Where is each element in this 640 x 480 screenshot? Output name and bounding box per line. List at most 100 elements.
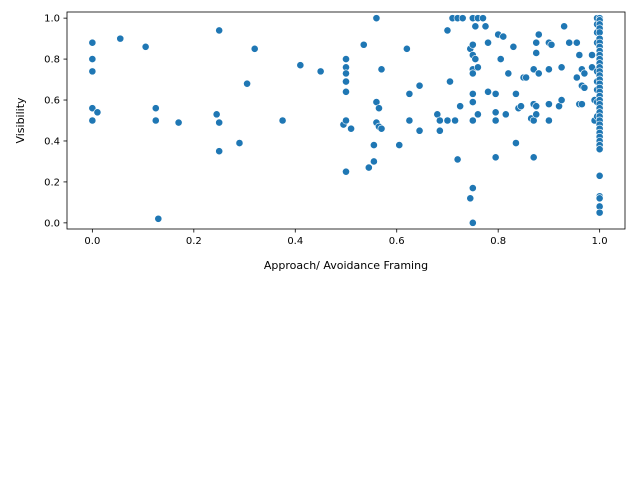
data-point: [443, 26, 452, 35]
data-point: [174, 118, 183, 127]
data-point: [534, 69, 543, 78]
data-point: [243, 79, 251, 88]
data-point: [377, 124, 386, 133]
data-point: [504, 69, 513, 78]
data-point: [235, 139, 244, 147]
data-point: [395, 141, 404, 149]
data-point: [557, 96, 566, 104]
data-point: [479, 14, 487, 23]
data-point: [575, 51, 584, 59]
data-point: [512, 89, 520, 98]
data-point: [532, 102, 541, 111]
data-point: [151, 116, 160, 125]
data-point: [491, 153, 500, 162]
data-point: [468, 218, 477, 227]
data-point: [572, 73, 581, 82]
data-point: [545, 65, 553, 74]
data-point: [369, 141, 378, 149]
data-point: [88, 67, 97, 76]
data-point: [446, 77, 454, 86]
x-axis-label: Approach/ Avoidance Framing: [264, 259, 428, 272]
data-point: [468, 89, 477, 98]
x-axis-ticks: 0.0 0.2 0.4 0.6 0.8 1.0: [84, 229, 608, 247]
data-point: [415, 81, 424, 90]
data-point: [532, 49, 541, 57]
data-point: [545, 116, 553, 125]
y-tick-label: 0.4: [44, 136, 60, 147]
x-tick-label: 0.0: [84, 236, 100, 247]
data-point: [456, 102, 465, 111]
data-point: [471, 55, 480, 63]
axes-frame: [66, 11, 626, 230]
data-point: [453, 155, 462, 164]
data-point: [342, 116, 350, 125]
data-point: [364, 163, 373, 172]
data-point: [473, 110, 482, 119]
y-tick-label: 0.8: [44, 55, 60, 66]
data-point: [532, 110, 541, 119]
data-point: [491, 108, 500, 117]
data-point: [466, 194, 475, 203]
x-tick-label: 1.0: [592, 236, 608, 247]
data-point: [595, 208, 604, 217]
y-tick-label: 0.0: [44, 218, 60, 229]
data-point: [484, 87, 492, 96]
data-point: [141, 42, 150, 51]
data-point: [347, 124, 355, 133]
data-point: [369, 157, 378, 166]
data-point: [212, 110, 221, 119]
data-point: [471, 22, 480, 31]
data-point: [473, 63, 482, 72]
data-point: [372, 14, 381, 23]
data-point: [342, 87, 350, 96]
plot-area-border: [66, 11, 626, 230]
data-point: [572, 38, 581, 47]
data-point: [529, 153, 538, 162]
data-point: [557, 63, 566, 72]
y-tick-label: 0.6: [44, 96, 60, 107]
data-point: [342, 77, 350, 86]
data-point: [154, 214, 163, 223]
data-point: [377, 65, 386, 74]
data-point: [588, 63, 596, 72]
data-point: [468, 98, 477, 106]
data-point: [560, 22, 569, 31]
data-point: [534, 30, 543, 39]
data-point: [565, 38, 574, 47]
data-point: [215, 118, 224, 127]
data-point: [451, 116, 459, 125]
data-point: [88, 55, 97, 63]
y-axis-ticks: 0.0 0.2 0.4 0.6 0.8 1.0: [44, 14, 67, 229]
data-point: [509, 42, 518, 51]
data-point: [296, 61, 305, 70]
data-point: [415, 126, 424, 135]
data-point: [595, 171, 604, 180]
data-point: [375, 104, 383, 113]
data-point: [435, 116, 444, 125]
data-point: [512, 139, 520, 147]
x-tick-label: 0.8: [490, 236, 506, 247]
data-point: [215, 147, 224, 156]
data-point: [342, 55, 350, 63]
data-point: [532, 38, 541, 47]
data-point: [522, 73, 530, 82]
data-point: [402, 44, 411, 53]
data-point: [580, 83, 589, 92]
data-point: [468, 69, 477, 78]
data-point: [496, 55, 505, 63]
y-tick-label: 0.2: [44, 177, 60, 188]
data-point: [484, 38, 492, 47]
data-point: [481, 22, 490, 31]
data-point: [250, 44, 259, 53]
data-point: [458, 14, 467, 23]
data-point: [501, 110, 510, 119]
data-point: [491, 89, 500, 98]
data-point: [342, 69, 350, 78]
data-point: [468, 184, 477, 192]
data-point: [499, 32, 508, 41]
data-point: [405, 89, 414, 98]
data-point: [580, 69, 589, 78]
data-point: [595, 194, 604, 203]
data-point: [517, 102, 525, 111]
